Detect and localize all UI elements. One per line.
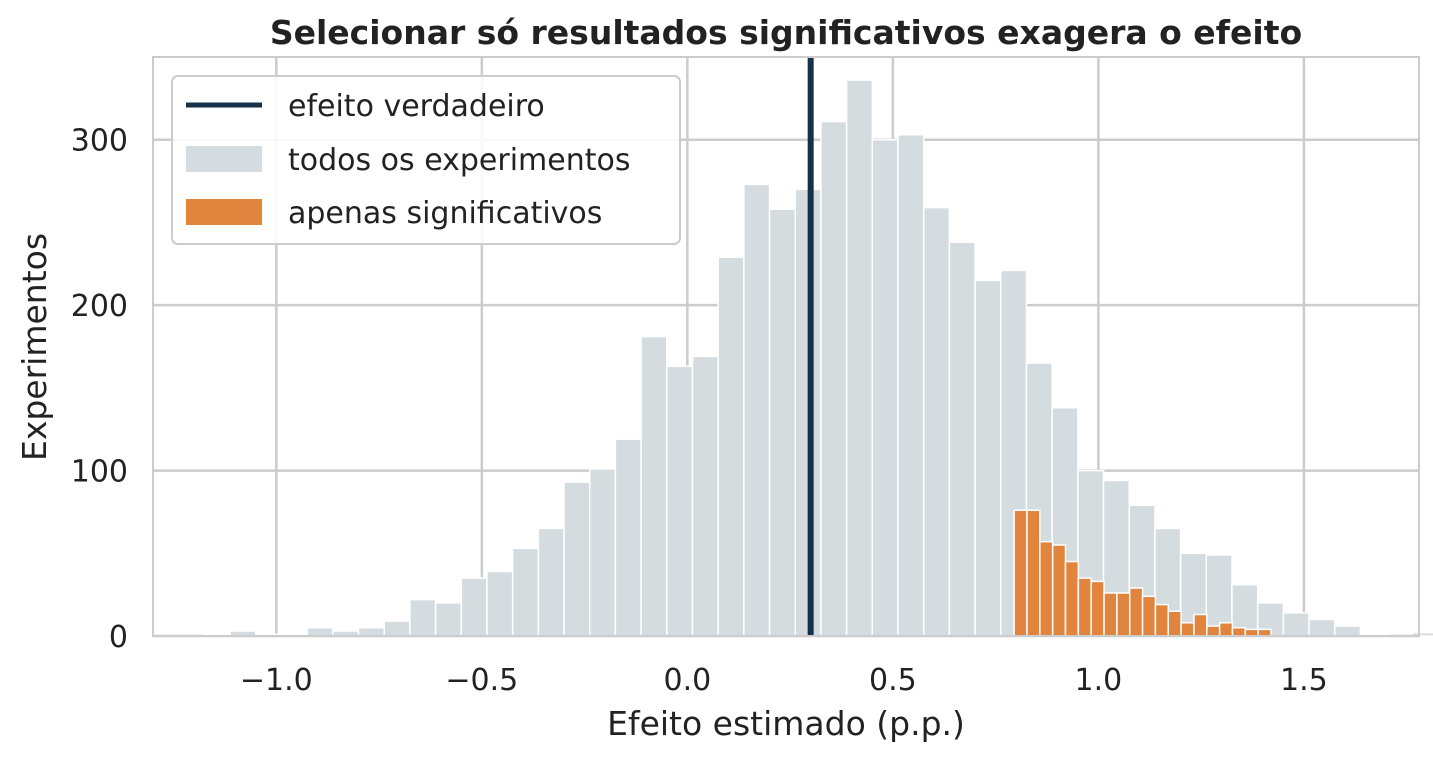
chart-title: Selecionar só resultados significativos … bbox=[270, 13, 1302, 52]
legend-box bbox=[171, 75, 681, 245]
bar-significant bbox=[1128, 587, 1144, 637]
bar-all-experiments bbox=[1308, 618, 1336, 637]
bar-all-experiments bbox=[845, 79, 874, 637]
bar-all-experiments bbox=[486, 570, 514, 637]
bar-all-experiments bbox=[537, 527, 565, 637]
bar-significant bbox=[1167, 610, 1182, 637]
bar-all-experiments bbox=[922, 206, 951, 637]
legend-label-true-effect: efeito verdadeiro bbox=[288, 89, 545, 124]
legend-swatch-all-experiments bbox=[186, 146, 262, 172]
bar-significant bbox=[1180, 622, 1195, 637]
bar-all-experiments bbox=[743, 183, 771, 637]
bar-all-experiments bbox=[974, 279, 1002, 637]
bar-all-experiments bbox=[820, 120, 848, 637]
bar-significant bbox=[1218, 622, 1234, 637]
bar-all-experiments bbox=[1411, 631, 1433, 637]
x-tick-label: 0.5 bbox=[869, 663, 917, 698]
bar-all-experiments bbox=[1333, 625, 1362, 637]
bar-all-experiments bbox=[897, 134, 925, 637]
bar-significant bbox=[1064, 560, 1080, 637]
y-tick-label: 0 bbox=[109, 620, 128, 655]
bar-all-experiments bbox=[357, 626, 385, 637]
bar-all-experiments bbox=[871, 138, 899, 637]
x-tick-label: 0.0 bbox=[663, 663, 711, 698]
x-tick-labels: −1.0 −0.5 0.0 0.5 1.0 1.5 bbox=[240, 663, 1328, 698]
bar-significant bbox=[1026, 509, 1041, 637]
bar-all-experiments bbox=[640, 335, 668, 637]
x-tick-label: 1.0 bbox=[1075, 663, 1123, 698]
bar-all-experiments bbox=[306, 626, 334, 637]
bar-significant bbox=[1141, 595, 1157, 637]
bar-all-experiments bbox=[717, 256, 745, 637]
legend-label-all-experiments: todos os experimentos bbox=[288, 143, 631, 178]
bar-significant bbox=[1039, 540, 1054, 637]
x-axis-label: Efeito estimado (p.p.) bbox=[607, 704, 965, 743]
legend-label-significant: apenas significativos bbox=[288, 196, 602, 231]
bar-significant bbox=[1090, 580, 1105, 637]
bar-significant bbox=[1051, 544, 1067, 637]
bar-significant bbox=[1154, 603, 1170, 637]
bar-all-experiments bbox=[666, 365, 694, 637]
x-tick-label: −1.0 bbox=[240, 663, 313, 698]
bars-all-experiments bbox=[203, 79, 1433, 637]
bar-all-experiments bbox=[383, 620, 411, 637]
y-axis-label: Experimentos bbox=[15, 233, 54, 461]
bar-all-experiments bbox=[563, 481, 591, 637]
bar-all-experiments bbox=[409, 598, 437, 637]
bar-all-experiments bbox=[434, 602, 463, 637]
bar-all-experiments bbox=[691, 355, 719, 637]
x-tick-label: 1.5 bbox=[1280, 663, 1328, 698]
bar-all-experiments bbox=[614, 438, 642, 637]
bar-all-experiments bbox=[1282, 612, 1310, 637]
y-tick-label: 100 bbox=[71, 455, 128, 490]
bar-significant bbox=[1103, 592, 1118, 637]
bar-significant bbox=[1013, 509, 1028, 637]
bar-all-experiments bbox=[511, 547, 540, 637]
bar-all-experiments bbox=[460, 577, 488, 637]
bar-significant bbox=[1077, 577, 1092, 637]
bar-significant bbox=[1231, 626, 1247, 637]
bar-all-experiments bbox=[948, 241, 976, 637]
bar-significant bbox=[1206, 625, 1221, 637]
plot-frame bbox=[152, 56, 1420, 637]
bar-all-experiments bbox=[588, 468, 617, 637]
legend-swatch-significant bbox=[186, 199, 262, 225]
y-tick-label: 300 bbox=[71, 124, 128, 159]
bar-significant bbox=[1116, 592, 1131, 637]
y-tick-label: 200 bbox=[71, 289, 128, 324]
y-tick-labels: 0 100 200 300 bbox=[71, 124, 128, 655]
legend: efeito verdadeiro todos os experimentos … bbox=[171, 75, 681, 245]
x-tick-label: −0.5 bbox=[445, 663, 518, 698]
bar-all-experiments bbox=[768, 208, 796, 637]
bar-significant bbox=[1193, 613, 1208, 637]
